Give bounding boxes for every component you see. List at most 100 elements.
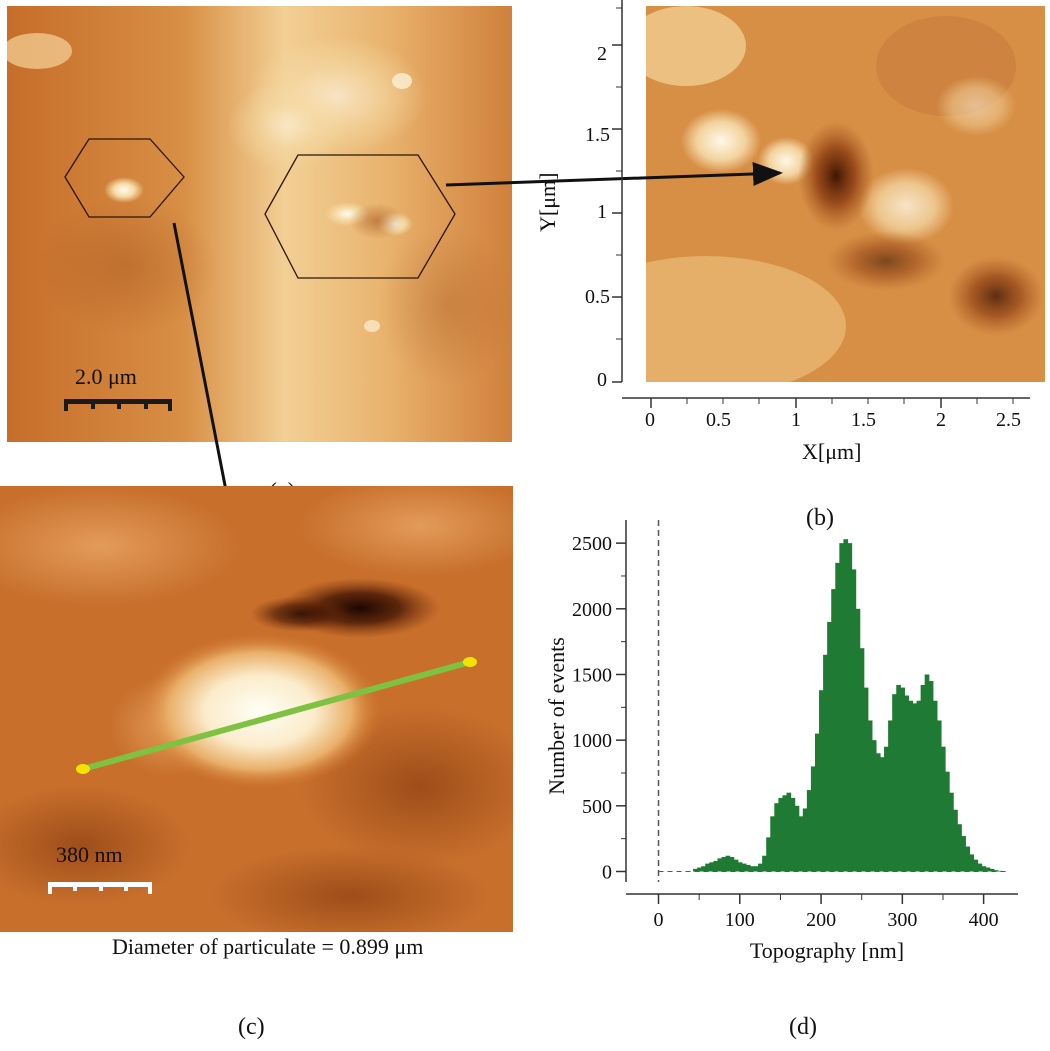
histogram-bar	[920, 684, 926, 872]
histogram-chart: 0 500 1000 1500 2000 2500 0 100 200 300 400 Topogra…	[544, 520, 1018, 963]
histogram-bar	[839, 543, 845, 872]
histogram-bar	[823, 654, 828, 872]
x-tick-b: 1.5	[851, 409, 876, 431]
y-tick-label: 2000	[572, 599, 612, 621]
histogram-bar	[993, 870, 999, 872]
histogram-bar	[989, 868, 995, 872]
caption-c: Diameter of particulate = 0.899 μm	[112, 934, 424, 959]
histogram-bar	[973, 859, 979, 872]
histogram-bar	[693, 868, 698, 872]
y-axis-label-d: Number of events	[544, 637, 569, 795]
histogram-bar	[713, 860, 719, 872]
histogram-bar	[908, 700, 914, 872]
histogram-bar	[900, 687, 905, 872]
histogram-bar	[953, 809, 958, 872]
histogram-bar	[957, 824, 962, 872]
x-tick-label: 200	[806, 909, 836, 931]
y-tick-b: 0	[597, 369, 607, 391]
hexagon-small	[64, 138, 185, 218]
histogram-bar	[754, 866, 759, 872]
histogram-bar	[733, 859, 739, 872]
histogram-bar	[847, 543, 853, 872]
histogram-bar	[798, 816, 804, 872]
panel-label-c: (c)	[238, 1014, 265, 1040]
histogram-bar	[945, 771, 950, 872]
y-tick-label: 1500	[572, 664, 612, 686]
x-tick-label: 0	[654, 909, 664, 931]
histogram-bar	[932, 700, 938, 872]
histogram-bar	[749, 866, 755, 872]
histogram-bar	[717, 858, 723, 872]
histogram-bar	[778, 797, 784, 872]
histogram-bar	[904, 695, 910, 872]
histogram-bar	[810, 766, 816, 872]
y-tick-b: 2	[597, 43, 607, 65]
x-tick-b: 2.5	[996, 409, 1021, 431]
histogram-bar	[965, 846, 970, 872]
histogram-bar	[997, 870, 1003, 872]
histogram-bar	[758, 863, 763, 872]
histogram-bar	[863, 687, 869, 872]
histogram-bar	[859, 648, 865, 872]
histogram-bar	[725, 855, 731, 872]
histogram-bar	[985, 867, 991, 872]
histogram-bar	[814, 733, 820, 872]
histogram-bar	[875, 753, 881, 872]
histogram-bar	[831, 589, 836, 872]
histogram-bar	[827, 621, 832, 872]
histogram-bar	[745, 864, 751, 872]
histogram-bar	[835, 562, 840, 872]
hexagon-large	[264, 154, 456, 279]
histogram-bar	[936, 720, 942, 872]
y-tick-label: 1000	[572, 730, 612, 752]
histogram-bar	[794, 805, 800, 872]
histogram-bar	[843, 539, 849, 872]
histogram-bar	[961, 836, 966, 872]
x-tick-label: 300	[887, 909, 917, 931]
histogram-bar	[867, 720, 873, 872]
histogram-bar	[741, 863, 747, 872]
histogram-bar	[888, 720, 893, 872]
afm-image-a: 2.0 μm	[7, 6, 512, 442]
y-tick-label: 2500	[572, 533, 612, 555]
histogram-bar	[884, 746, 889, 872]
x-tick-b: 0.5	[706, 409, 731, 431]
histogram-bar	[737, 862, 743, 872]
histogram-bar	[969, 854, 975, 872]
histogram-bar	[790, 797, 796, 872]
afm-image-b	[646, 6, 1045, 382]
histogram-bar	[940, 746, 946, 872]
histogram-bar	[871, 740, 877, 872]
afm-image-c: 380 nm	[0, 486, 513, 932]
histogram-bar	[928, 681, 934, 872]
histogram-bar	[721, 857, 727, 872]
y-axis-label-b: Y[μm]	[535, 172, 560, 232]
histogram-bar	[786, 792, 792, 872]
histogram-bar	[892, 694, 897, 872]
histogram-bar	[709, 862, 714, 872]
histogram-bar	[879, 757, 885, 872]
scale-bar-label-c: 380 nm	[56, 842, 123, 867]
histogram-bar	[705, 863, 710, 872]
histogram-bar	[896, 684, 901, 872]
histogram-bar	[766, 837, 771, 872]
x-axis-label-d: Topography [nm]	[750, 938, 904, 963]
y-tick-label: 0	[602, 861, 612, 883]
histogram-bar	[977, 863, 983, 872]
histogram-bar	[924, 674, 930, 872]
y-tick-b: 0.5	[585, 286, 610, 308]
histogram-bar	[782, 795, 788, 872]
y-tick-b: 1.5	[585, 124, 610, 146]
histogram-bar	[949, 792, 954, 872]
x-tick-label: 100	[725, 909, 755, 931]
histogram-bar	[981, 866, 987, 872]
x-tick-b: 0	[645, 409, 655, 431]
histogram-bar	[912, 703, 918, 872]
histogram-bar	[855, 608, 861, 872]
y-tick-label: 500	[582, 796, 612, 818]
histogram-bar	[802, 808, 808, 872]
histogram-bar	[762, 855, 767, 872]
histogram-bar	[729, 857, 735, 872]
histogram-bar	[770, 816, 775, 872]
histogram-bar	[701, 866, 706, 872]
